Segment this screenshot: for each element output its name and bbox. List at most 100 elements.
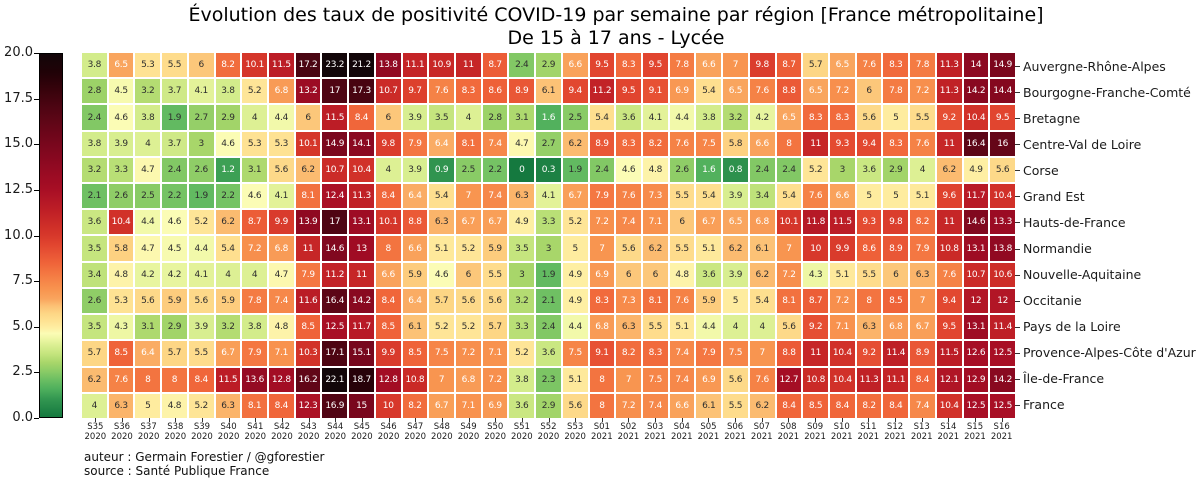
heatmap-cell: 1.6: [696, 157, 722, 183]
heatmap-cell: 5.2: [429, 315, 454, 340]
heatmap-grid: 3.8 6.5 5.3 5.5 6 8.2 10.1 11.5 17.2 23.2 21.2 13.8…: [82, 53, 1015, 418]
heatmap-cell: 7.3: [616, 288, 641, 314]
x-tick-mark: [948, 418, 950, 422]
heatmap-cell: 3.9: [723, 184, 748, 209]
heatmap-cell: 8.8: [776, 79, 802, 104]
heatmap-cell: 9.4: [562, 79, 588, 104]
heatmap-cell: 8.3: [616, 53, 641, 78]
heatmap-cell: 7.6: [616, 184, 641, 209]
heatmap-cell: 6.5: [829, 53, 855, 78]
heatmap-cell: 4.4: [696, 315, 722, 340]
region-label: Normandie: [1023, 241, 1092, 257]
heatmap-cell: 14.2: [963, 79, 989, 104]
heatmap-cell: 8: [856, 288, 882, 314]
heatmap-cell: 7.2: [455, 341, 481, 366]
heatmap-cell: 2.9: [536, 393, 561, 418]
heatmap-cell: 11: [803, 341, 828, 366]
heatmap-cell: 12.9: [963, 367, 989, 392]
heatmap-cell: 7.5: [696, 131, 722, 156]
heatmap-cell: 11.2: [589, 79, 615, 104]
heatmap-cell: 1.6: [536, 105, 561, 130]
colorbar-tick-label: 7.5: [12, 273, 33, 289]
heatmap-cell: 7.9: [589, 184, 615, 209]
heatmap-cell: 4.6: [215, 131, 241, 156]
heatmap-cell: 6.7: [215, 341, 241, 366]
colorbar-tick-mark: [34, 372, 39, 374]
heatmap-cell: 2.2: [482, 157, 508, 183]
heatmap-cell: 11.3: [936, 53, 962, 78]
heatmap-cell: 9.5: [936, 315, 962, 340]
heatmap-cell: 9.7: [402, 79, 428, 104]
heatmap-cell: 6.2: [82, 367, 107, 392]
heatmap-cell: 11.3: [936, 79, 962, 104]
heatmap-cell: 14.6: [963, 210, 989, 235]
heatmap-cell: 11.2: [322, 262, 348, 287]
heatmap-cell: 5.8: [723, 131, 748, 156]
y-tick-mark: [1015, 144, 1020, 146]
y-tick-mark: [1015, 378, 1020, 380]
heatmap-cell: 8.3: [642, 341, 668, 366]
heatmap-cell: 8.3: [829, 105, 855, 130]
heatmap-cell: 9.3: [829, 131, 855, 156]
heatmap-cell: 11: [936, 131, 962, 156]
heatmap-cell: 6.8: [883, 315, 909, 340]
heatmap-cell: 8.4: [883, 393, 909, 418]
heatmap-cell: 4.4: [562, 315, 588, 340]
heatmap-cell: 8.4: [268, 393, 294, 418]
heatmap-cell: 11: [455, 53, 481, 78]
heatmap-cell: 3.6: [82, 210, 107, 235]
heatmap-cell: 7.2: [242, 236, 267, 261]
heatmap-cell: 7.9: [696, 341, 722, 366]
heatmap-cell: 8.5: [883, 288, 909, 314]
heatmap-cell: 5.6: [188, 288, 214, 314]
heatmap-cell: 14.4: [990, 79, 1015, 104]
heatmap-cell: 6.5: [108, 53, 134, 78]
x-tick-label: S04 2021: [670, 422, 693, 442]
heatmap-cell: 5.5: [482, 262, 508, 287]
heatmap-cell: 8.1: [295, 184, 321, 209]
x-tick-label: S51 2020: [511, 422, 533, 442]
heatmap-cell: 12.3: [295, 393, 321, 418]
heatmap-cell: 11.8: [803, 210, 828, 235]
heatmap-cell: 7.1: [642, 210, 668, 235]
colorbar: [39, 53, 63, 418]
heatmap-cell: 6.1: [536, 79, 561, 104]
heatmap-cell: 6.6: [402, 236, 428, 261]
heatmap-cell: 18.7: [349, 367, 374, 392]
heatmap-cell: 7.6: [749, 79, 775, 104]
heatmap-cell: 11.5: [268, 53, 294, 78]
heatmap-cell: 8.4: [910, 367, 935, 392]
heatmap-cell: 6: [188, 53, 214, 78]
heatmap-cell: 12: [990, 288, 1015, 314]
heatmap-cell: 8.3: [803, 105, 828, 130]
heatmap-cell: 7.8: [242, 288, 267, 314]
x-tick-label: S36 2020: [111, 422, 133, 442]
heatmap-cell: 14: [963, 53, 989, 78]
heatmap-cell: 22.1: [322, 367, 348, 392]
heatmap-cell: 10.9: [429, 53, 454, 78]
x-tick-label: S46 2020: [377, 422, 400, 442]
heatmap-cell: 4.1: [536, 184, 561, 209]
heatmap-cell: 1.9: [188, 184, 214, 209]
x-tick-label: S05 2021: [697, 422, 720, 442]
heatmap-cell: 8.4: [776, 393, 802, 418]
x-tick-mark: [761, 418, 763, 422]
heatmap-cell: 3.2: [82, 157, 107, 183]
source-credit: source : Santé Publique France: [84, 463, 270, 478]
heatmap-cell: 10.4: [990, 184, 1015, 209]
heatmap-cell: 7.4: [642, 393, 668, 418]
heatmap-cell: 7.6: [669, 288, 695, 314]
heatmap-cell: 7.9: [295, 262, 321, 287]
heatmap-cell: 8.5: [375, 315, 401, 340]
region-label: Centre-Val de Loire: [1023, 136, 1142, 152]
region-label: Nouvelle-Aquitaine: [1023, 267, 1142, 283]
heatmap-cell: 14.6: [322, 236, 348, 261]
heatmap-cell: 3.7: [162, 131, 187, 156]
heatmap-cell: 23.2: [322, 53, 348, 78]
heatmap-cell: 8.3: [589, 288, 615, 314]
heatmap-cell: 4.4: [188, 236, 214, 261]
heatmap-cell: 5.6: [562, 393, 588, 418]
heatmap-cell: 2.4: [776, 157, 802, 183]
heatmap-cell: 10.4: [829, 341, 855, 366]
region-label: Bourgogne-Franche-Comté: [1023, 84, 1191, 100]
